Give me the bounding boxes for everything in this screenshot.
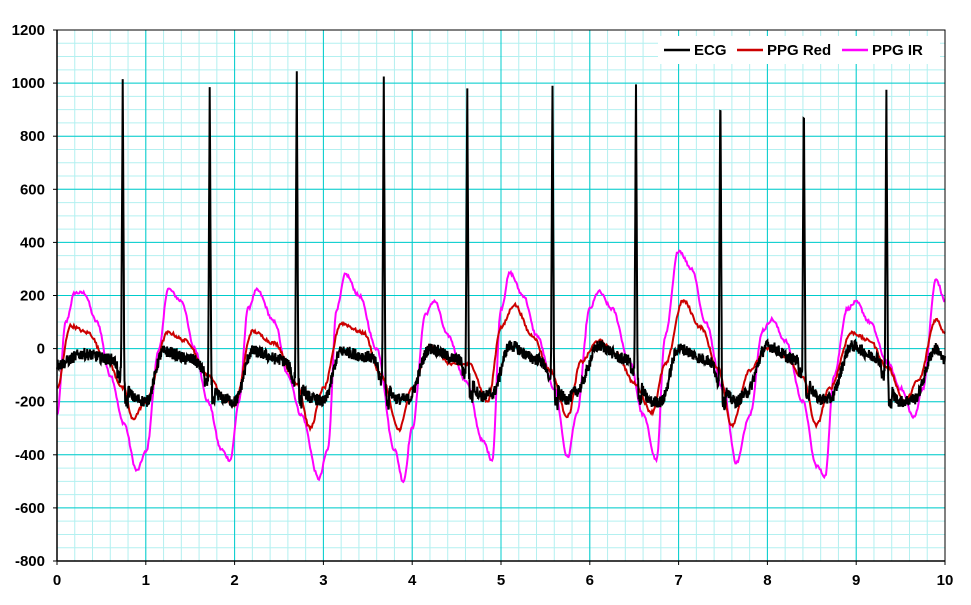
y-tick-label: 1200	[12, 22, 45, 39]
x-tick-label: 3	[319, 572, 327, 589]
y-tick-label: 800	[20, 128, 45, 145]
x-tick-label: 5	[497, 572, 505, 589]
y-tick-label: -800	[15, 553, 45, 570]
legend-label-ecg: ECG	[694, 42, 727, 59]
x-tick-label: 10	[937, 572, 954, 589]
y-tick-label: 0	[37, 341, 45, 358]
series-line-ppg-ir	[56, 249, 946, 484]
series-line-ppg-red	[56, 298, 946, 433]
x-tick-label: 0	[53, 572, 61, 589]
axes	[53, 29, 946, 565]
series-layer	[56, 71, 946, 484]
x-tick-label: 9	[852, 572, 860, 589]
x-tick-label: 1	[142, 572, 150, 589]
legend: ECG PPG Red PPG IR	[658, 36, 940, 64]
y-tick-label: -400	[15, 447, 45, 464]
y-tick-label: 200	[20, 288, 45, 305]
legend-label-ppg-ir: PPG IR	[872, 42, 923, 59]
x-tick-label: 8	[763, 572, 771, 589]
x-tick-label: 2	[230, 572, 238, 589]
legend-label-ppg-red: PPG Red	[767, 42, 831, 59]
x-tick-label: 4	[408, 572, 417, 589]
y-tick-label: 600	[20, 181, 45, 198]
legend-box	[658, 36, 940, 64]
series-line-ecg	[56, 71, 946, 411]
x-tick-label: 7	[674, 572, 682, 589]
y-tick-label: -200	[15, 394, 45, 411]
y-tick-label: -600	[15, 500, 45, 517]
x-tick-labels: 0 1 2 3 4 5 6 7 8 9 10	[53, 572, 954, 589]
x-tick-label: 6	[586, 572, 594, 589]
y-tick-label: 400	[20, 234, 45, 251]
y-tick-labels: 1200 1000 800 600 400 200 0 -200 -400 -600 -800	[12, 22, 45, 570]
y-tick-label: 1000	[12, 75, 45, 92]
